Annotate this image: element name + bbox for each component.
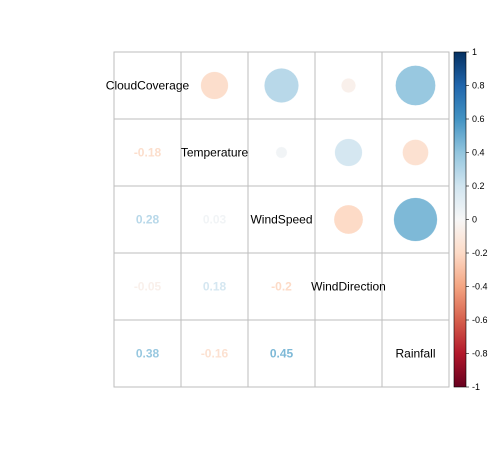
matrix-cell xyxy=(247,319,316,388)
matrix-cell xyxy=(113,118,182,187)
matrix-cell xyxy=(247,118,316,187)
correlation-circle xyxy=(340,77,357,94)
coefficient-label: -0.2 xyxy=(271,280,292,294)
matrix-cell xyxy=(381,252,450,321)
coefficient-label: -0.16 xyxy=(201,347,229,361)
matrix-cell xyxy=(314,252,383,321)
variable-label: Temperature xyxy=(181,146,249,160)
matrix-cell xyxy=(113,319,182,388)
colorbar-tick-label: 0 xyxy=(472,215,477,225)
colorbar-tick-label: 1 xyxy=(472,47,477,57)
correlation-circle xyxy=(393,197,438,242)
correlation-circle xyxy=(264,68,299,103)
colorbar: 1 0.8 0.6 0.4 0.2 0 -0.2 -0.4 -0.6 -0.8 -1 xyxy=(453,47,488,392)
colorbar-tick-label: -0.8 xyxy=(472,349,488,359)
coefficient-label: -0.05 xyxy=(134,280,162,294)
variable-label: WindDirection xyxy=(311,280,386,294)
colorbar-tick-label: 0.4 xyxy=(472,148,485,158)
coefficient-label: 0.03 xyxy=(203,213,227,227)
matrix-cell xyxy=(113,252,182,321)
matrix-cell xyxy=(314,319,383,388)
coefficient-label: 0.38 xyxy=(136,347,160,361)
variable-label: Rainfall xyxy=(395,347,435,361)
correlation-circle xyxy=(200,71,229,100)
colorbar-gradient xyxy=(453,51,467,388)
correlation-circle xyxy=(275,146,288,159)
colorbar-tick-label: -1 xyxy=(472,382,480,392)
variable-label: WindSpeed xyxy=(250,213,312,227)
coefficient-label: 0.28 xyxy=(136,213,160,227)
colorbar-tick-label: 0.2 xyxy=(472,181,485,191)
matrix-cell xyxy=(381,319,450,388)
matrix-cell xyxy=(180,252,249,321)
coefficient-label: 0.18 xyxy=(203,280,227,294)
colorbar-tick-label: 0.6 xyxy=(472,114,485,124)
correlation-circle xyxy=(402,139,429,166)
correlation-circle xyxy=(395,65,436,106)
variable-label: CloudCoverage xyxy=(106,79,190,93)
colorbar-tick-label: -0.2 xyxy=(472,248,488,258)
matrix-cell xyxy=(180,185,249,254)
correlation-circle xyxy=(333,204,364,235)
coefficient-label: 0.45 xyxy=(270,347,294,361)
colorbar-tick-label: -0.4 xyxy=(472,282,488,292)
matrix-cell xyxy=(247,252,316,321)
matrix-cell xyxy=(381,185,450,254)
matrix-cells xyxy=(113,51,450,388)
colorbar-tick-label: 0.8 xyxy=(472,81,485,91)
colorbar-tick-label: -0.6 xyxy=(472,315,488,325)
matrix-cell xyxy=(180,319,249,388)
coefficient-label: -0.18 xyxy=(134,146,162,160)
correlation-circle xyxy=(334,138,363,167)
matrix-marks: CloudCoverage Temperature WindSpeed WindDir… xyxy=(106,65,438,361)
matrix-cell xyxy=(113,51,182,120)
matrix-cell xyxy=(314,185,383,254)
